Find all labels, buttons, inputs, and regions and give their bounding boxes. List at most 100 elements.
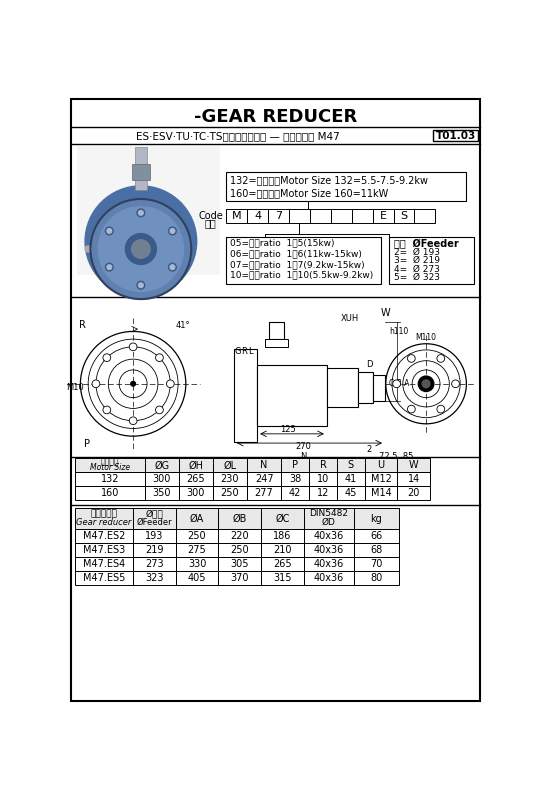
Text: 4=  Ø 273: 4= Ø 273 — [393, 265, 440, 273]
Bar — [75, 508, 133, 529]
Bar — [247, 486, 281, 500]
Text: 193: 193 — [145, 531, 164, 541]
Circle shape — [90, 199, 191, 299]
Text: 250: 250 — [188, 531, 207, 541]
Text: Gear reducer: Gear reducer — [76, 518, 132, 527]
Circle shape — [155, 354, 164, 361]
Text: Ø螺旋: Ø螺旋 — [146, 509, 164, 519]
Text: 315: 315 — [273, 573, 292, 583]
Text: S: S — [400, 211, 408, 221]
Bar — [309, 459, 337, 472]
Bar — [373, 375, 385, 401]
Circle shape — [107, 265, 112, 269]
Bar — [261, 557, 303, 571]
Bar — [281, 472, 309, 486]
Text: 250: 250 — [230, 545, 249, 555]
Text: 132=马达尺寸Motor Size 132=5.5-7.5-9.2kw: 132=马达尺寸Motor Size 132=5.5-7.5-9.2kw — [230, 175, 428, 185]
Bar — [247, 472, 281, 486]
Bar — [289, 209, 310, 223]
Text: T01.03: T01.03 — [435, 131, 476, 141]
Bar — [226, 209, 247, 223]
Circle shape — [85, 246, 91, 252]
Text: 40x36: 40x36 — [314, 573, 344, 583]
Bar — [303, 543, 354, 557]
Text: 132: 132 — [101, 474, 119, 484]
Bar — [176, 571, 218, 584]
Bar — [218, 508, 261, 529]
Bar — [352, 209, 373, 223]
Text: W: W — [380, 308, 390, 318]
Bar — [309, 472, 337, 486]
Text: 405: 405 — [188, 573, 206, 583]
Bar — [247, 209, 268, 223]
Bar — [337, 486, 365, 500]
Bar — [145, 459, 179, 472]
Circle shape — [168, 227, 176, 234]
Bar — [176, 543, 218, 557]
Text: 42: 42 — [289, 488, 301, 498]
Bar — [76, 146, 220, 276]
Text: D: D — [366, 360, 373, 369]
Text: -GEAR REDUCER: -GEAR REDUCER — [194, 108, 357, 126]
Text: M14: M14 — [371, 488, 392, 498]
Text: Motor Size: Motor Size — [90, 463, 130, 472]
Text: M47.ES2: M47.ES2 — [83, 531, 125, 541]
Text: ØD: ØD — [322, 518, 336, 527]
Text: W: W — [409, 460, 419, 470]
Text: P: P — [83, 439, 90, 449]
Text: 80: 80 — [370, 573, 383, 583]
Bar — [414, 209, 435, 223]
Bar — [133, 508, 176, 529]
Text: ØL: ØL — [223, 460, 237, 470]
Text: 10=速比ratio  1：10(5.5kw-9.2kw): 10=速比ratio 1：10(5.5kw-9.2kw) — [230, 271, 373, 280]
Bar — [269, 322, 284, 339]
Circle shape — [393, 380, 400, 387]
Text: 265: 265 — [273, 559, 292, 569]
Text: G: G — [235, 347, 241, 356]
Bar — [218, 557, 261, 571]
Bar — [257, 364, 327, 426]
Text: XUH: XUH — [341, 314, 359, 323]
Text: L: L — [248, 347, 252, 356]
Circle shape — [92, 380, 100, 387]
Bar — [310, 209, 331, 223]
Bar — [365, 486, 398, 500]
Text: DIN5482: DIN5482 — [309, 509, 348, 519]
Bar — [398, 486, 430, 500]
Bar — [213, 459, 247, 472]
Circle shape — [125, 234, 157, 265]
Text: 275: 275 — [188, 545, 207, 555]
Bar — [75, 529, 133, 543]
Circle shape — [107, 229, 112, 234]
Bar — [433, 131, 478, 141]
Text: 40x36: 40x36 — [314, 559, 344, 569]
Text: 125: 125 — [280, 425, 296, 435]
Circle shape — [419, 376, 434, 391]
Circle shape — [139, 283, 143, 287]
Text: M110: M110 — [415, 333, 436, 342]
Bar — [281, 486, 309, 500]
Circle shape — [155, 406, 164, 413]
Circle shape — [139, 211, 143, 215]
Text: 300: 300 — [153, 474, 171, 484]
Circle shape — [103, 406, 111, 413]
Circle shape — [407, 406, 415, 413]
Text: 72.5  85: 72.5 85 — [379, 452, 414, 462]
Bar — [265, 339, 288, 347]
Text: 4: 4 — [254, 211, 261, 221]
Text: 14: 14 — [408, 474, 420, 484]
Circle shape — [407, 355, 415, 362]
Bar — [358, 372, 373, 403]
Bar — [218, 571, 261, 584]
Bar — [398, 472, 430, 486]
Text: 68: 68 — [370, 545, 383, 555]
Text: M47.ES5: M47.ES5 — [83, 573, 125, 583]
Text: 7: 7 — [275, 211, 282, 221]
Text: R: R — [241, 347, 247, 356]
Circle shape — [105, 227, 113, 234]
Bar — [176, 529, 218, 543]
Circle shape — [129, 417, 137, 425]
Text: 265: 265 — [187, 474, 205, 484]
Text: 350: 350 — [153, 488, 171, 498]
Bar — [75, 486, 145, 500]
